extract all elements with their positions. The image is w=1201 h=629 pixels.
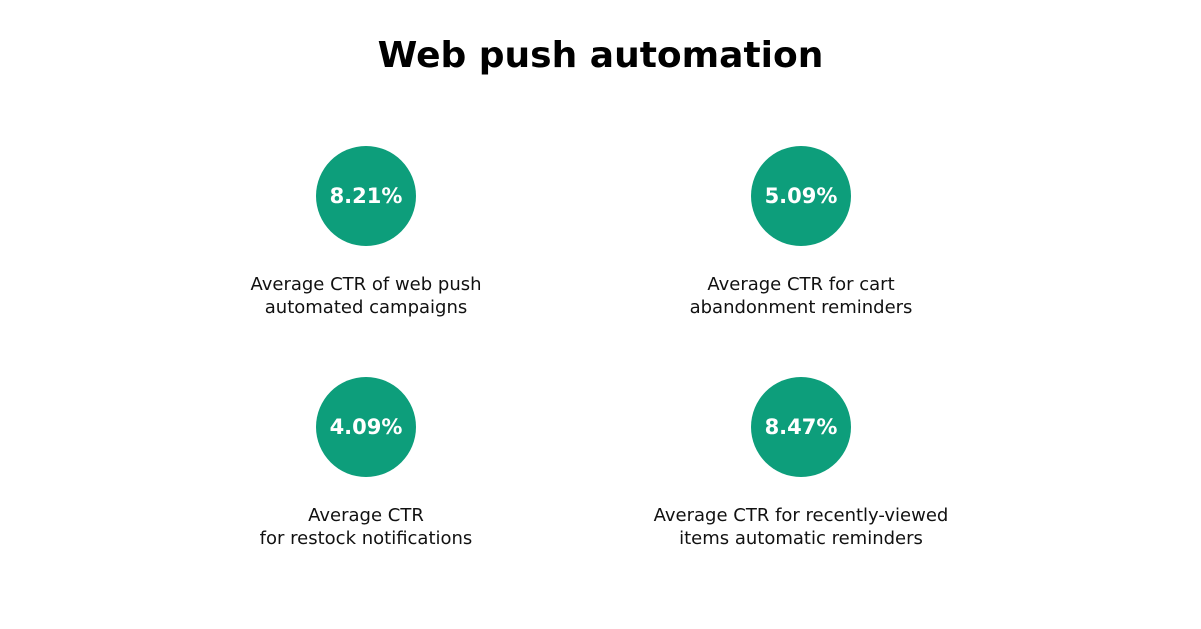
stat-value-circle: 5.09%	[751, 146, 851, 246]
stat-value: 8.21%	[329, 184, 403, 208]
stat-label-line: Average CTR of web push	[250, 274, 482, 295]
stat-label: Average CTR of web push automated campai…	[156, 273, 576, 319]
stat-label: Average CTR for recently-viewed items au…	[591, 504, 1011, 550]
stat-card-recently-viewed: 8.47% Average CTR for recently-viewed it…	[591, 377, 1011, 550]
stat-value-circle: 8.47%	[751, 377, 851, 477]
stat-label: Average CTR for restock notifications	[156, 504, 576, 550]
stat-card-restock-notifications: 4.09% Average CTR for restock notificati…	[156, 377, 576, 550]
stat-value-circle: 4.09%	[316, 377, 416, 477]
stat-label-line: Average CTR for cart	[707, 274, 895, 295]
stat-label-line: Average CTR for recently-viewed	[653, 505, 949, 526]
stat-label-line: for restock notifications	[259, 528, 473, 549]
stat-label-line: items automatic reminders	[679, 528, 923, 549]
stat-value: 4.09%	[329, 415, 403, 439]
stat-card-cart-abandonment: 5.09% Average CTR for cart abandonment r…	[591, 146, 1011, 319]
stat-card-web-push-automated: 8.21% Average CTR of web push automated …	[156, 146, 576, 319]
stat-value: 8.47%	[764, 415, 838, 439]
stat-label: Average CTR for cart abandonment reminde…	[591, 273, 1011, 319]
stat-label-line: abandonment reminders	[689, 297, 913, 318]
stat-value: 5.09%	[764, 184, 838, 208]
stat-label-line: automated campaigns	[264, 297, 468, 318]
stat-value-circle: 8.21%	[316, 146, 416, 246]
stat-label-line: Average CTR	[308, 505, 424, 526]
page-title: Web push automation	[377, 35, 824, 76]
